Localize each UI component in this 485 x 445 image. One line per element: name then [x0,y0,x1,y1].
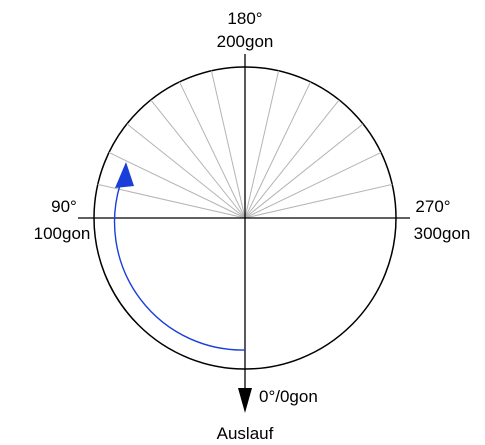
fan-line [244,123,364,219]
bottom-angle-label: 0°/0gon [259,387,318,406]
fan-line [244,81,311,219]
fan-line [150,99,246,219]
fan-line [244,99,340,219]
right-degrees-label: 270° [415,197,450,216]
top-gon-label: 200gon [217,32,274,51]
top-degrees-label: 180° [227,9,262,28]
right-gon-label: 300gon [414,224,471,243]
rotation-arrow-head [115,162,134,188]
angle-fan [97,67,393,219]
left-gon-label: 100gon [34,224,91,243]
bottom-caption-label: Auslauf [217,424,274,443]
fan-line [126,123,246,219]
fan-line [244,152,382,219]
fan-line [244,70,280,219]
outlet-arrow-head [238,388,252,413]
left-degrees-label: 90° [51,197,77,216]
fan-line [179,81,246,219]
fan-line [97,183,246,219]
rotation-arc [113,184,246,351]
fan-line [108,152,246,219]
fan-line [244,183,393,219]
fan-line [210,70,246,219]
